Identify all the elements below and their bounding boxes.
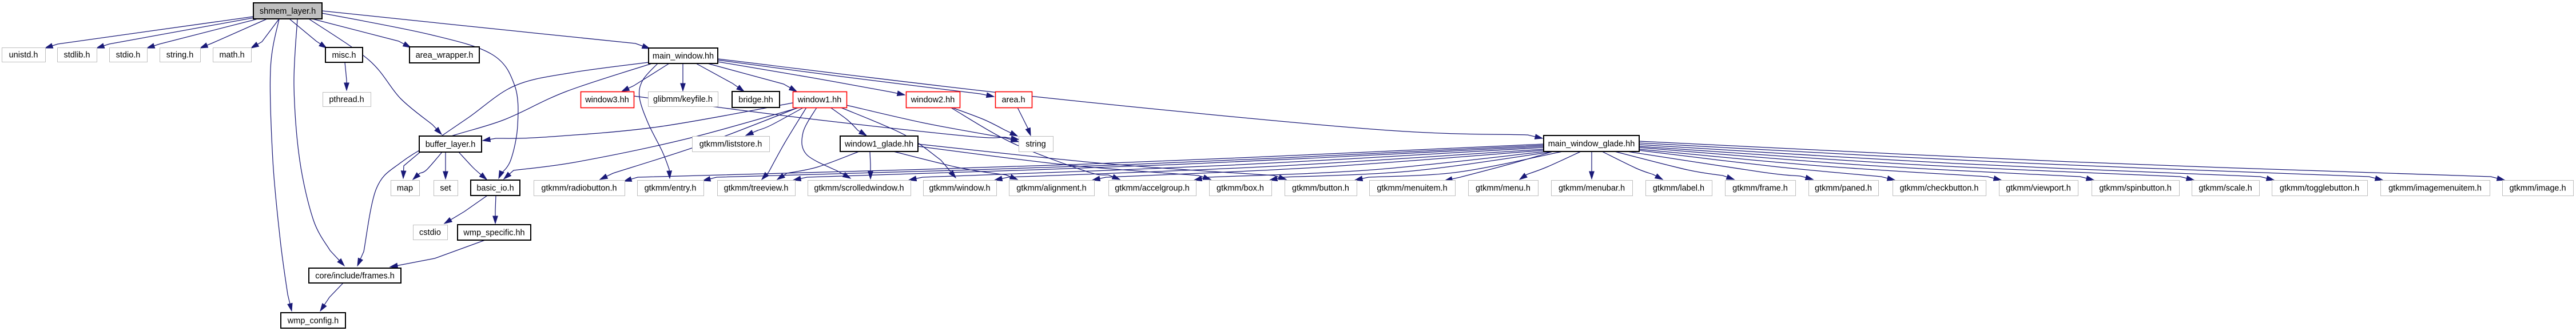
svg-text:bridge.hh: bridge.hh: [738, 95, 773, 105]
svg-text:stdio.h: stdio.h: [116, 51, 141, 60]
svg-text:window1.hh: window1.hh: [797, 95, 842, 105]
svg-text:gtkmm/spinbutton.h: gtkmm/spinbutton.h: [2099, 184, 2172, 193]
svg-text:unistd.h: unistd.h: [9, 51, 38, 60]
svg-text:gtkmm/menuitem.h: gtkmm/menuitem.h: [1377, 184, 1447, 193]
svg-text:gtkmm/paned.h: gtkmm/paned.h: [1815, 184, 1872, 193]
svg-text:string: string: [1025, 140, 1045, 149]
svg-text:gtkmm/radiobutton.h: gtkmm/radiobutton.h: [541, 184, 617, 193]
svg-text:window3.hh: window3.hh: [585, 95, 629, 105]
svg-text:buffer_layer.h: buffer_layer.h: [426, 140, 476, 149]
svg-text:gtkmm/checkbutton.h: gtkmm/checkbutton.h: [1900, 184, 1979, 193]
svg-text:gtkmm/frame.h: gtkmm/frame.h: [1732, 184, 1788, 193]
svg-text:area_wrapper.h: area_wrapper.h: [416, 51, 474, 60]
svg-text:gtkmm/alignment.h: gtkmm/alignment.h: [1016, 184, 1087, 193]
svg-text:map: map: [397, 184, 413, 193]
svg-text:main_window_glade.hh: main_window_glade.hh: [1548, 139, 1635, 149]
svg-text:stdlib.h: stdlib.h: [64, 51, 90, 60]
svg-text:gtkmm/menubar.h: gtkmm/menubar.h: [1559, 184, 1625, 193]
svg-text:gtkmm/box.h: gtkmm/box.h: [1217, 184, 1264, 193]
svg-text:area.h: area.h: [1001, 95, 1025, 105]
svg-text:math.h: math.h: [219, 51, 244, 60]
svg-text:misc.h: misc.h: [332, 51, 356, 60]
svg-text:shmem_layer.h: shmem_layer.h: [260, 7, 316, 16]
svg-text:gtkmm/liststore.h: gtkmm/liststore.h: [699, 140, 762, 149]
svg-text:gtkmm/imagemenuitem.h: gtkmm/imagemenuitem.h: [2388, 184, 2482, 193]
svg-text:gtkmm/togglebutton.h: gtkmm/togglebutton.h: [2280, 184, 2359, 193]
svg-text:gtkmm/entry.h: gtkmm/entry.h: [645, 184, 697, 193]
svg-text:wmp_specific.hh: wmp_specific.hh: [463, 229, 524, 238]
svg-text:gtkmm/image.h: gtkmm/image.h: [2509, 184, 2566, 193]
svg-text:window1_glade.hh: window1_glade.hh: [844, 140, 913, 149]
svg-text:gtkmm/scrolledwindow.h: gtkmm/scrolledwindow.h: [814, 184, 904, 193]
svg-text:pthread.h: pthread.h: [329, 95, 364, 105]
svg-text:gtkmm/treeview.h: gtkmm/treeview.h: [724, 184, 789, 193]
svg-text:gtkmm/menu.h: gtkmm/menu.h: [1476, 184, 1531, 193]
svg-text:gtkmm/viewport.h: gtkmm/viewport.h: [2006, 184, 2071, 193]
svg-text:cstdio: cstdio: [419, 228, 441, 237]
svg-text:gtkmm/button.h: gtkmm/button.h: [1292, 184, 1349, 193]
svg-text:set: set: [440, 184, 451, 193]
svg-text:basic_io.h: basic_io.h: [476, 184, 514, 193]
svg-text:wmp_config.h: wmp_config.h: [287, 317, 339, 326]
svg-text:gtkmm/label.h: gtkmm/label.h: [1653, 184, 1704, 193]
svg-text:string.h: string.h: [166, 51, 194, 60]
svg-text:window2.hh: window2.hh: [911, 95, 955, 105]
svg-text:core/include/frames.h: core/include/frames.h: [315, 272, 395, 281]
svg-text:main_window.hh: main_window.hh: [653, 52, 714, 61]
svg-text:gtkmm/accelgroup.h: gtkmm/accelgroup.h: [1115, 184, 1190, 193]
svg-text:gtkmm/window.h: gtkmm/window.h: [929, 184, 990, 193]
svg-text:gtkmm/scale.h: gtkmm/scale.h: [2199, 184, 2252, 193]
svg-text:glibmm/keyfile.h: glibmm/keyfile.h: [653, 95, 713, 104]
